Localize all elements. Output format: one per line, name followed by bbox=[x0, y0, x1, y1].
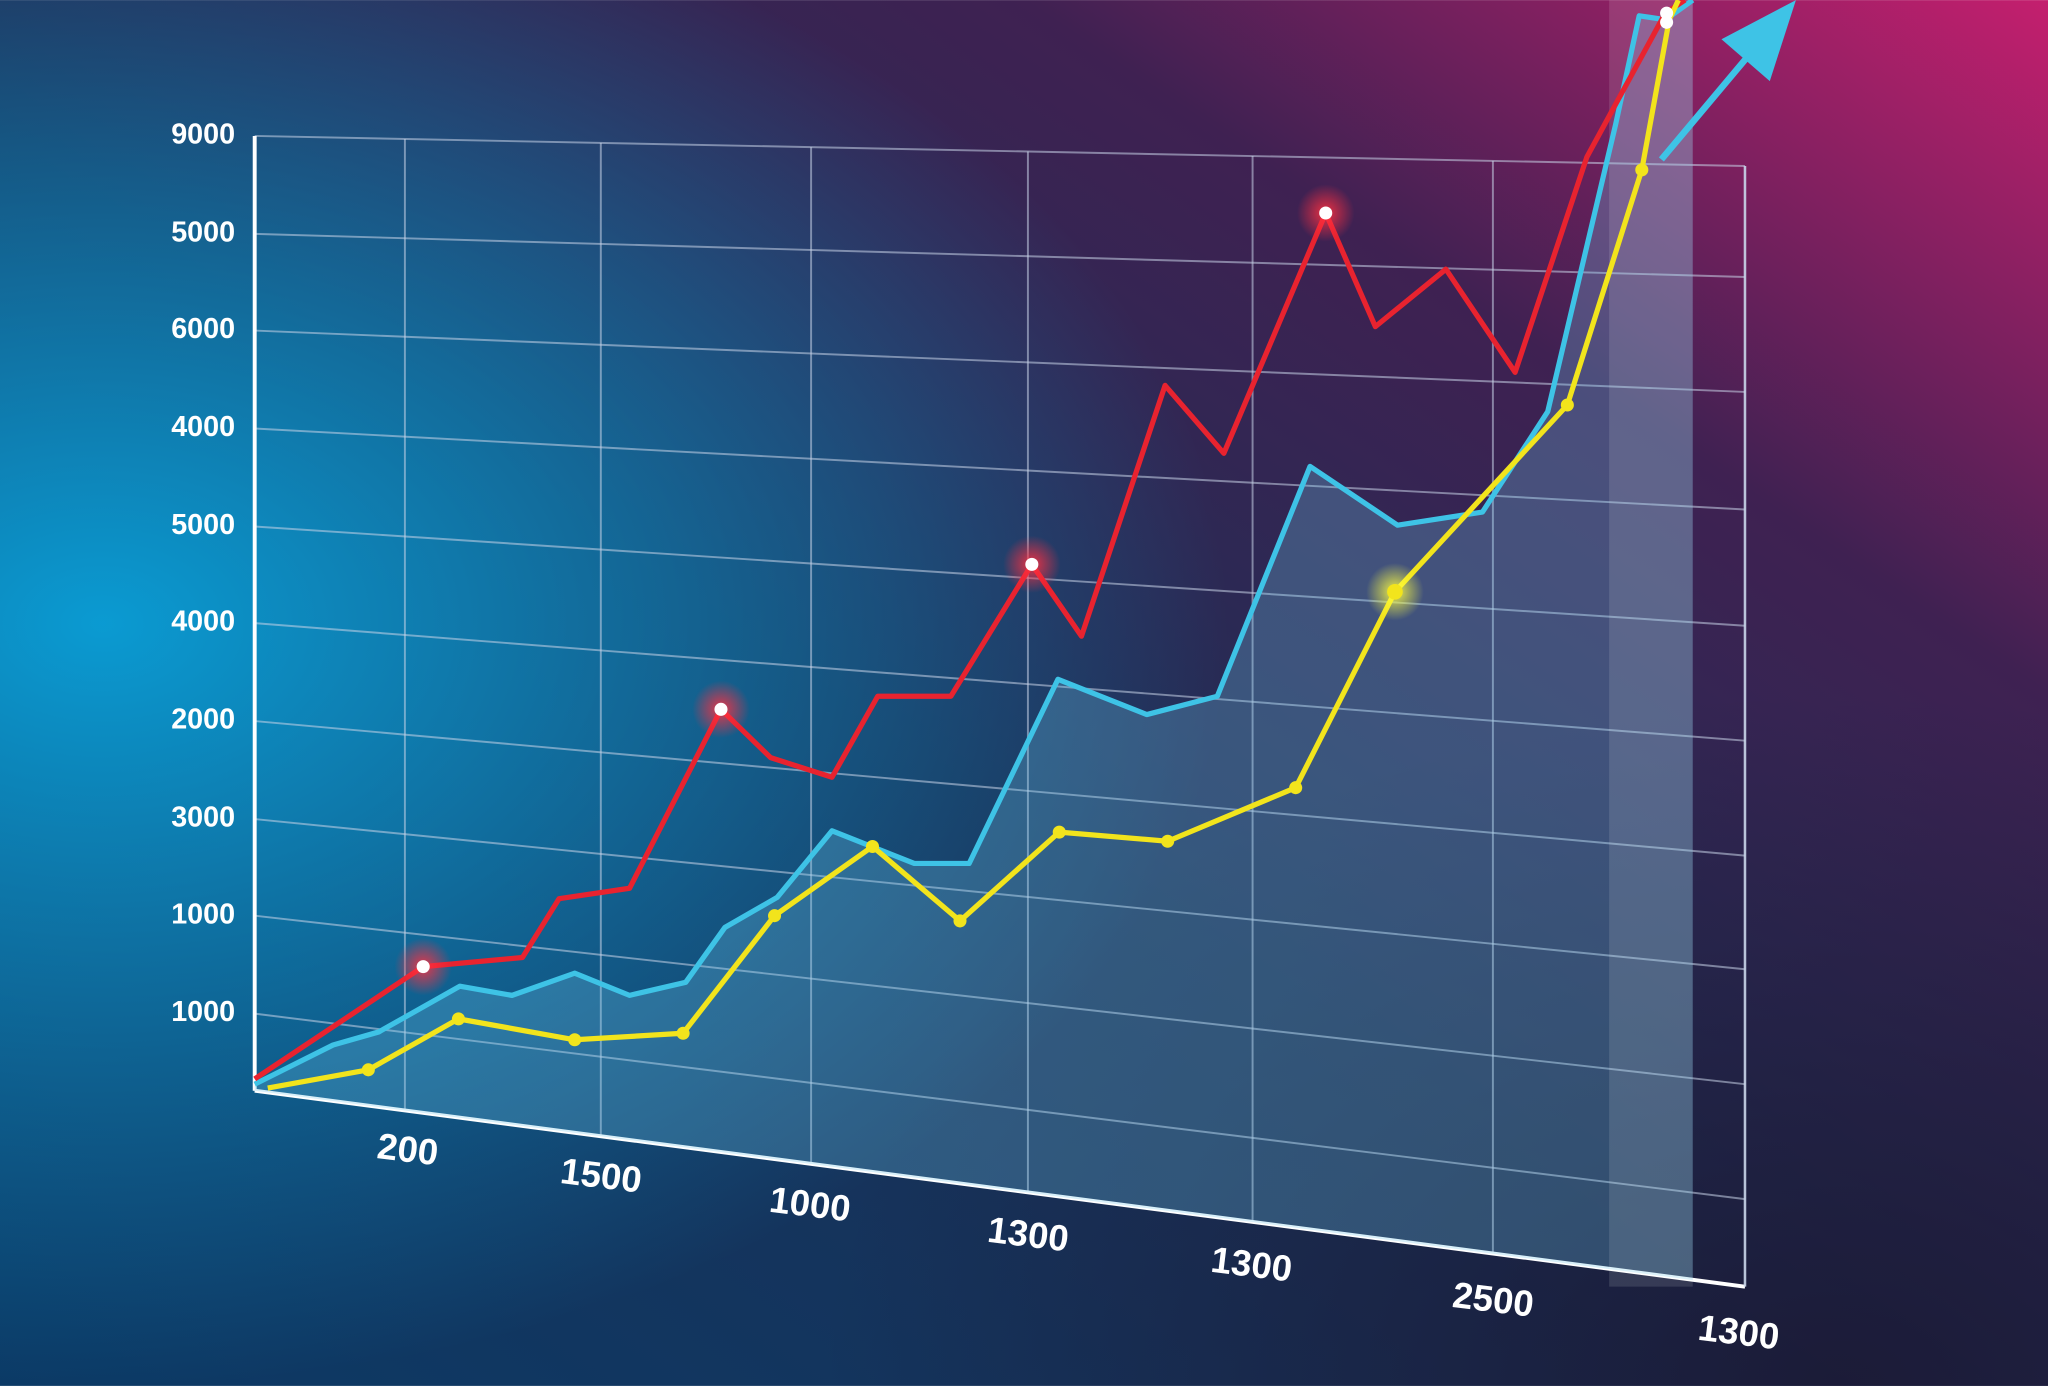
labels: 9000 5000 6000 4000 5000 4000 2000 3000 1000 1000… bbox=[171, 119, 1781, 1358]
arrow bbox=[1658, 0, 1796, 162]
area-fill bbox=[254, 0, 1693, 1281]
x-tick-label: 1300 bbox=[1696, 1307, 1782, 1358]
grid-line bbox=[254, 622, 1746, 742]
grid-line bbox=[254, 427, 1746, 511]
red-points bbox=[394, 6, 1674, 996]
highlight-column bbox=[1609, 0, 1693, 1287]
y-tick-label: 2000 bbox=[171, 704, 235, 736]
grid-line bbox=[254, 232, 1746, 278]
x-tick-label: 200 bbox=[375, 1125, 441, 1173]
grid-line bbox=[254, 329, 1746, 393]
grid-line bbox=[254, 525, 1746, 627]
grid-line bbox=[254, 914, 1746, 1086]
y-tick-label: 1000 bbox=[171, 996, 235, 1028]
axis-line bbox=[254, 1088, 1746, 1289]
y-tick-label: 4000 bbox=[171, 411, 235, 443]
y-tick-label: 9000 bbox=[171, 119, 235, 151]
yellow-points bbox=[361, 15, 1674, 1077]
cyan-line bbox=[253, 0, 1695, 1087]
y-tick-label: 4000 bbox=[171, 606, 235, 638]
grid bbox=[252, 134, 1747, 1289]
y-tick-label: 5000 bbox=[171, 509, 235, 541]
x-tick-label: 1300 bbox=[1209, 1239, 1295, 1290]
yellow-line bbox=[267, 0, 1681, 1091]
x-tick-label: 1000 bbox=[767, 1179, 853, 1230]
grid-line bbox=[254, 1012, 1746, 1201]
y-tick-label: 5000 bbox=[171, 216, 235, 248]
y-tick-label: 6000 bbox=[171, 313, 235, 345]
x-tick-label: 2500 bbox=[1450, 1274, 1536, 1325]
grid-line bbox=[254, 720, 1746, 857]
x-tick-label: 1500 bbox=[558, 1150, 644, 1201]
x-tick-label: 1300 bbox=[985, 1209, 1071, 1260]
grid-line bbox=[254, 134, 1745, 167]
grid-line bbox=[254, 818, 1746, 971]
y-tick-label: 1000 bbox=[171, 898, 235, 930]
y-tick-label: 3000 bbox=[171, 802, 235, 834]
